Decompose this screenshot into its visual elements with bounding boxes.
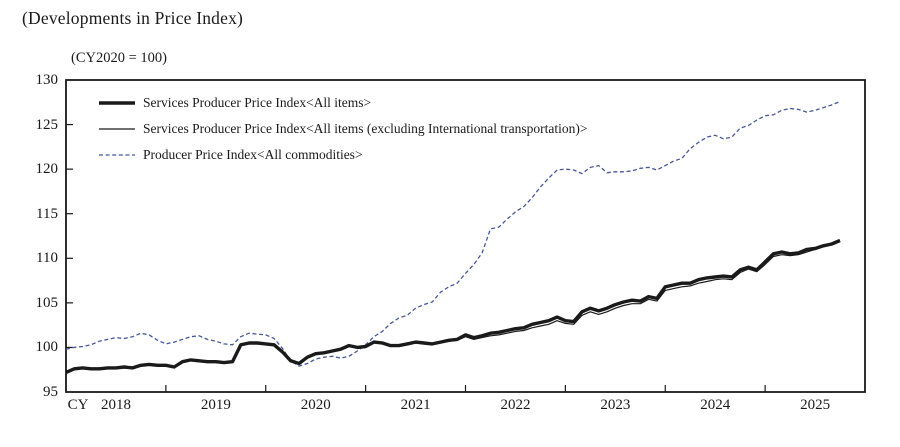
y-axis-tick-label: 125 <box>35 116 59 133</box>
legend-item-ppi-all-commodities: Producer Price Index<All commodities> <box>98 142 587 168</box>
legend-line-thick-sample <box>99 101 135 105</box>
axis-base-note: (CY2020 = 100) <box>71 50 167 66</box>
x-axis-cy-label: CY <box>67 397 89 413</box>
legend-item-sppi-excl-intl-transport: Services Producer Price Index<All items … <box>98 116 587 142</box>
legend-line-dashed-sample <box>99 154 135 156</box>
y-axis-tick-label: 110 <box>36 250 58 267</box>
y-axis-tick-label: 105 <box>35 294 59 311</box>
x-axis-year-label: 2024 <box>700 397 731 413</box>
y-axis-tick-label: 95 <box>43 384 58 400</box>
series-line-1 <box>65 240 841 373</box>
x-axis-year-label: 2020 <box>300 397 331 413</box>
x-axis-year-label: 2022 <box>500 397 531 413</box>
y-axis-tick-label: 100 <box>35 339 59 356</box>
legend-label-ppi-all-commodities: Producer Price Index<All commodities> <box>143 147 363 162</box>
page-title: (Developments in Price Index) <box>22 8 244 28</box>
y-axis-tick-label: 120 <box>35 161 59 178</box>
y-axis-tick-label: 115 <box>36 205 58 222</box>
legend-item-sppi-all-items: Services Producer Price Index<All items> <box>98 90 587 116</box>
x-axis-year-label: 2023 <box>600 397 631 413</box>
legend: Services Producer Price Index<All items>… <box>98 90 587 168</box>
x-axis-year-label: 2025 <box>800 397 831 413</box>
y-axis-tick-label: 130 <box>35 72 59 88</box>
legend-line-thin-sample <box>99 128 135 130</box>
x-axis-year-label: 2021 <box>400 397 431 413</box>
x-axis-year-label: 2019 <box>200 397 231 413</box>
x-axis-year-label: 2018 <box>100 397 131 413</box>
series-line-0 <box>65 238 841 374</box>
legend-label-sppi-all-items: Services Producer Price Index<All items> <box>143 95 372 110</box>
series-line-2 <box>65 100 841 367</box>
legend-label-sppi-excl-intl-transport: Services Producer Price Index<All items … <box>143 121 588 136</box>
